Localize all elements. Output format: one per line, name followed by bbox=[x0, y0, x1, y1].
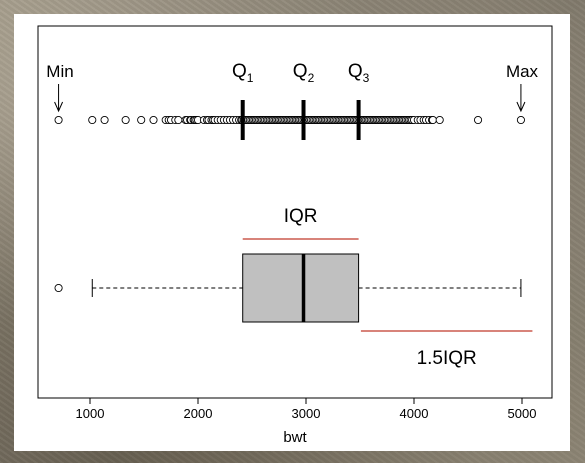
strip-point bbox=[174, 115, 183, 125]
iqr-box bbox=[242, 253, 360, 323]
x-tick-label: 2000 bbox=[184, 406, 213, 421]
min-arrow-icon bbox=[54, 84, 64, 113]
max-label: Max bbox=[506, 62, 539, 81]
x-tick-label: 4000 bbox=[400, 406, 429, 421]
q2-label: Q2 bbox=[293, 61, 315, 85]
arrow-head bbox=[54, 101, 64, 113]
strip-point bbox=[100, 115, 109, 125]
strip-point bbox=[88, 115, 97, 125]
strip-point bbox=[435, 115, 444, 125]
strip-point bbox=[149, 115, 158, 125]
outlier-point bbox=[54, 283, 63, 293]
min-label: Min bbox=[46, 62, 73, 81]
strip-point bbox=[516, 115, 525, 125]
x-tick-label: 3000 bbox=[292, 406, 321, 421]
strip-point bbox=[137, 115, 146, 125]
chart-panel: Min Max Q1 Q2 Q3 IQR 1.5IQR 1000 2000 3000… bbox=[14, 14, 570, 451]
x-tick-label: 1000 bbox=[76, 406, 105, 421]
boxplot-chart: Min Max Q1 Q2 Q3 IQR 1.5IQR 1000 2000 3000… bbox=[37, 25, 553, 446]
strip-point bbox=[428, 115, 437, 125]
arrow-head bbox=[516, 101, 526, 113]
plot-frame bbox=[37, 25, 553, 399]
strip-point bbox=[54, 115, 63, 125]
q1-label: Q1 bbox=[232, 61, 254, 85]
max-arrow-icon bbox=[516, 84, 526, 113]
x-tick-label: 5000 bbox=[508, 406, 537, 421]
strip-point bbox=[473, 115, 483, 125]
x-axis-label: bwt bbox=[283, 429, 307, 446]
boxplot-group bbox=[54, 253, 522, 323]
strip-point bbox=[121, 115, 130, 125]
strip-points bbox=[54, 115, 525, 125]
iqr-label: IQR bbox=[284, 206, 318, 227]
quartile-bars bbox=[240, 100, 361, 140]
x-axis: 1000 2000 3000 4000 5000 bbox=[76, 398, 537, 421]
iqr15-label: 1.5IQR bbox=[417, 348, 477, 369]
q3-label: Q3 bbox=[348, 61, 370, 85]
